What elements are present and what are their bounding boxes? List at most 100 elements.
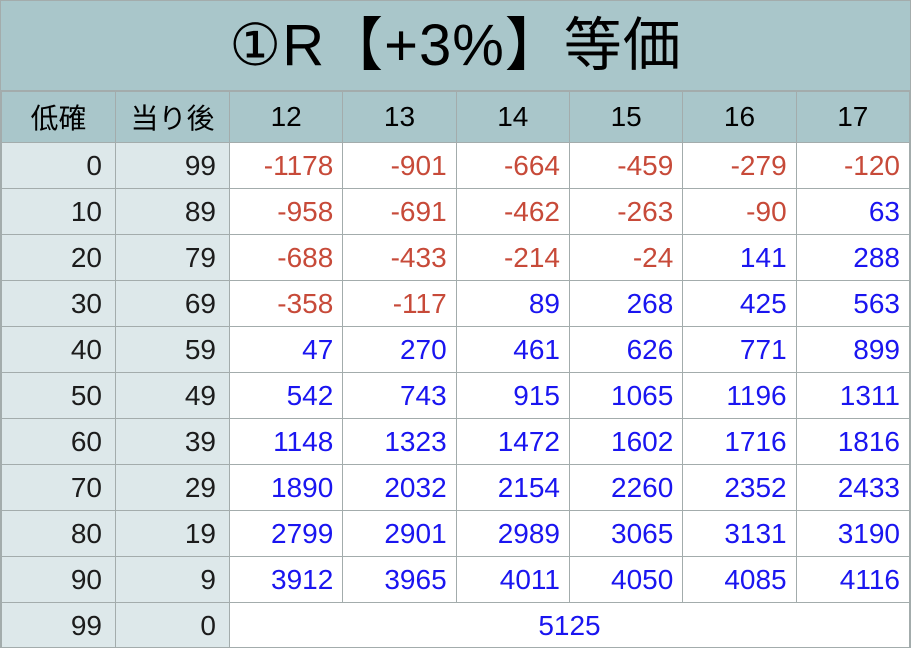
value-cell: -433 — [342, 234, 457, 281]
col-header-17: 17 — [795, 91, 910, 143]
value-cell: 2154 — [455, 464, 570, 511]
value-cell: 563 — [795, 280, 910, 327]
row-header-low: 99 — [1, 602, 116, 647]
value-cell: 268 — [568, 280, 684, 327]
table-row: 10 89 -958 -691 -462 -263 -90 63 — [1, 188, 910, 235]
row-header-after: 19 — [115, 510, 230, 557]
value-cell: 915 — [455, 372, 570, 419]
table-row: 0 99 -1178 -901 -664 -459 -279 -120 — [1, 142, 910, 189]
header-row: 低確 当り後 12 13 14 15 16 17 — [1, 91, 910, 143]
value-cell: -358 — [228, 280, 344, 327]
value-cell: 1472 — [455, 418, 570, 465]
value-cell: -901 — [342, 142, 457, 189]
value-cell: 4011 — [455, 556, 570, 603]
col-header-12: 12 — [228, 91, 344, 143]
row-header-low: 80 — [1, 510, 116, 557]
row-header-low: 70 — [1, 464, 116, 511]
table-row: 60 39 1148 1323 1472 1602 1716 1816 — [1, 418, 910, 465]
value-cell: 626 — [568, 326, 684, 373]
table-row: 50 49 542 743 915 1065 1196 1311 — [1, 372, 910, 419]
value-cell: 771 — [682, 326, 797, 373]
value-cell: 4050 — [568, 556, 684, 603]
row-header-low: 50 — [1, 372, 116, 419]
row-header-after: 69 — [115, 280, 230, 327]
row-header-low: 60 — [1, 418, 116, 465]
value-cell: -117 — [342, 280, 457, 327]
value-cell: 461 — [455, 326, 570, 373]
value-cell: 542 — [228, 372, 344, 419]
value-cell: 2901 — [342, 510, 457, 557]
value-cell: -90 — [682, 188, 797, 235]
value-cell: 1065 — [568, 372, 684, 419]
table-row: 99 0 5125 — [1, 602, 910, 647]
value-cell: 3065 — [568, 510, 684, 557]
row-header-after: 49 — [115, 372, 230, 419]
value-cell: 1890 — [228, 464, 344, 511]
value-cell: 425 — [682, 280, 797, 327]
value-cell: 1323 — [342, 418, 457, 465]
value-cell: -263 — [568, 188, 684, 235]
table-row: 80 19 2799 2901 2989 3065 3131 3190 — [1, 510, 910, 557]
col-header-14: 14 — [455, 91, 570, 143]
value-cell: 1196 — [682, 372, 797, 419]
value-cell: 3965 — [342, 556, 457, 603]
row-header-after: 29 — [115, 464, 230, 511]
value-cell: 4116 — [795, 556, 910, 603]
row-header-after: 79 — [115, 234, 230, 281]
table-row: 90 9 3912 3965 4011 4050 4085 4116 — [1, 556, 910, 603]
value-cell: 2799 — [228, 510, 344, 557]
col-header-after: 当り後 — [115, 91, 230, 143]
row-header-after: 0 — [115, 602, 230, 647]
value-cell: -462 — [455, 188, 570, 235]
value-cell: 743 — [342, 372, 457, 419]
table-row: 20 79 -688 -433 -214 -24 141 288 — [1, 234, 910, 281]
value-cell: 288 — [795, 234, 910, 281]
value-cell: -688 — [228, 234, 344, 281]
value-cell: 2352 — [682, 464, 797, 511]
value-cell: 63 — [795, 188, 910, 235]
table-row: 40 59 47 270 461 626 771 899 — [1, 326, 910, 373]
value-cell: 899 — [795, 326, 910, 373]
value-cell: -120 — [795, 142, 910, 189]
value-cell: -958 — [228, 188, 344, 235]
row-header-low: 0 — [1, 142, 116, 189]
col-header-13: 13 — [342, 91, 457, 143]
value-cell: 2989 — [455, 510, 570, 557]
row-header-low: 30 — [1, 280, 116, 327]
merged-value-cell: 5125 — [229, 602, 910, 647]
col-header-low: 低確 — [1, 91, 116, 143]
value-cell: -214 — [455, 234, 570, 281]
row-header-after: 99 — [115, 142, 230, 189]
value-cell: 1602 — [568, 418, 684, 465]
value-cell: 2433 — [795, 464, 910, 511]
row-header-low: 20 — [1, 234, 116, 281]
value-cell: -279 — [682, 142, 797, 189]
row-header-after: 39 — [115, 418, 230, 465]
table-row: 70 29 1890 2032 2154 2260 2352 2433 — [1, 464, 910, 511]
value-cell: 1816 — [795, 418, 910, 465]
value-cell: -691 — [342, 188, 457, 235]
value-cell: 89 — [455, 280, 570, 327]
ev-table: 低確 当り後 12 13 14 15 16 17 0 99 -1178 -901 -664 -459 -2… — [1, 91, 910, 647]
row-header-after: 89 — [115, 188, 230, 235]
row-header-low: 40 — [1, 326, 116, 373]
value-cell: 3190 — [795, 510, 910, 557]
value-cell: 4085 — [682, 556, 797, 603]
row-header-low: 10 — [1, 188, 116, 235]
row-header-low: 90 — [1, 556, 116, 603]
value-cell: 1716 — [682, 418, 797, 465]
value-cell: -1178 — [228, 142, 344, 189]
col-header-15: 15 — [568, 91, 684, 143]
table-row: 30 69 -358 -117 89 268 425 563 — [1, 280, 910, 327]
table-body: 0 99 -1178 -901 -664 -459 -279 -120 10 89 -958 -691… — [1, 142, 910, 647]
row-header-after: 9 — [115, 556, 230, 603]
page-title: ①R【+3%】等価 — [1, 1, 910, 91]
value-cell: 1311 — [795, 372, 910, 419]
value-cell: 3131 — [682, 510, 797, 557]
value-cell: 2260 — [568, 464, 684, 511]
col-header-16: 16 — [682, 91, 797, 143]
value-cell: 1148 — [228, 418, 344, 465]
value-cell: 47 — [228, 326, 344, 373]
value-cell: 3912 — [228, 556, 344, 603]
